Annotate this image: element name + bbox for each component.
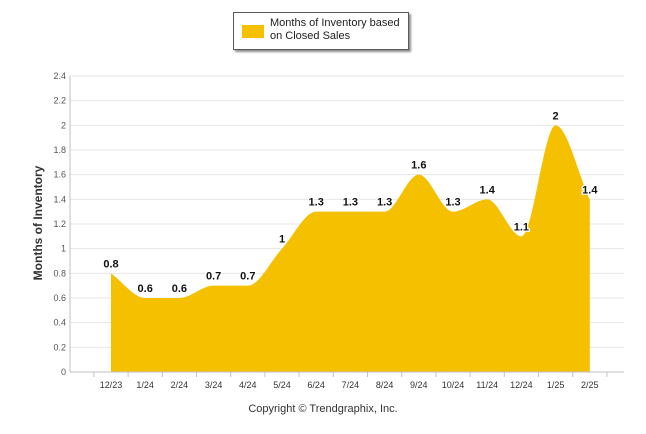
data-label: 0.7 [240,271,255,283]
chart-legend: Months of Inventory based on Closed Sale… [233,12,409,50]
x-tick-label: 12/23 [100,380,123,390]
x-tick-label: 6/24 [307,380,325,390]
y-tick-label: 1.8 [53,145,66,155]
legend-swatch [242,25,264,38]
x-tick-label: 11/24 [476,380,498,390]
x-tick-label: 8/24 [376,380,394,390]
data-label: 0.6 [172,283,187,295]
series-area-path [111,125,590,372]
data-labels: 0.8 0.6 0.6 0.7 0.7 1 1.3 1.3 1.3 1.6 1.3 1.4 1.1 2 1.… [102,109,599,296]
y-tick-label: 1.2 [53,219,66,229]
legend-label-line1: Months of Inventory based [270,17,400,29]
data-label: 0.6 [138,283,153,295]
legend-label-line2: on Closed Sales [270,30,351,42]
x-tick-label: 1/24 [136,380,154,390]
x-tick-label: 4/24 [239,380,257,390]
x-tick-label: 3/24 [205,380,223,390]
y-axis-tick-labels: 0 0.2 0.4 0.6 0.8 1 1.2 1.4 1.6 1.8 2 2.2 2.4 [53,71,66,377]
y-tick-label: 0.8 [53,268,66,278]
y-tick-label: 0.2 [53,342,66,352]
data-label: 1.6 [411,160,426,172]
x-tick-label: 1/25 [547,380,565,390]
data-label: 0.7 [206,271,221,283]
y-axis-title: Months of Inventory [31,165,45,280]
x-tick-label: 7/24 [342,380,360,390]
axes [69,76,624,377]
data-label: 1.1 [514,221,529,233]
y-tick-label: 2 [61,120,66,130]
data-label: 1.3 [309,197,324,209]
y-tick-label: 0.6 [53,293,66,303]
x-tick-label: 2/25 [581,380,599,390]
y-tick-label: 0 [61,367,66,377]
copyright-footer: Copyright © Trendgraphix, Inc. [248,403,398,415]
x-axis-tick-labels: 12/23 1/24 2/24 3/24 4/24 5/24 6/24 7/24 8/24 9/2… [100,380,599,390]
y-tick-label: 1.6 [53,170,66,180]
x-tick-label: 10/24 [442,380,465,390]
data-label: 1.4 [480,184,496,196]
y-tick-label: 2.4 [53,71,66,81]
series-area [111,125,590,372]
y-tick-label: 0.4 [53,318,66,328]
data-label: 1.3 [445,197,460,209]
data-label: 1.3 [343,197,358,209]
data-label: 1 [279,234,285,246]
x-tick-label: 2/24 [171,380,189,390]
data-label: 1.3 [377,197,392,209]
legend-label: Months of Inventory based on Closed Sale… [270,17,408,43]
data-label: 2 [553,110,559,122]
y-tick-label: 1 [61,244,66,254]
data-label: 0.8 [103,258,118,270]
x-tick-label: 5/24 [273,380,291,390]
x-tick-label: 12/24 [510,380,533,390]
data-label: 1.4 [582,184,598,196]
x-tick-label: 9/24 [410,380,428,390]
y-tick-label: 1.4 [53,194,66,204]
y-tick-label: 2.2 [53,96,66,106]
